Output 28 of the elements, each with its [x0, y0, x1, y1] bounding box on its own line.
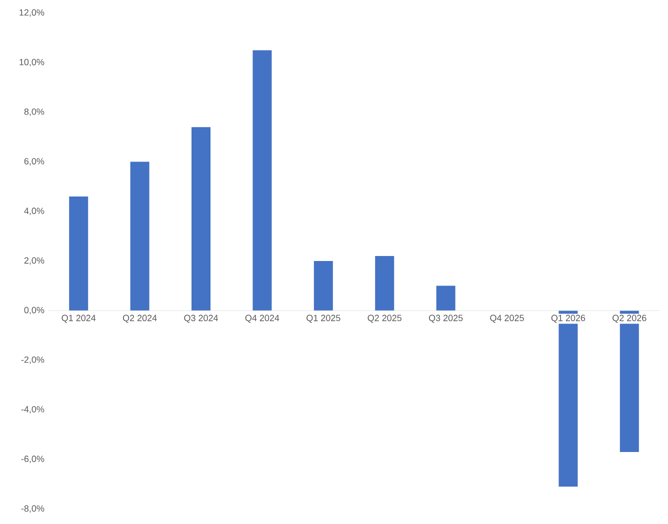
bar: [436, 286, 456, 311]
y-tick-label: 6,0%: [24, 158, 44, 166]
y-tick-label: -6,0%: [21, 456, 44, 464]
bar: [192, 127, 211, 311]
x-tick-label: Q1 2024: [62, 314, 96, 323]
x-tick-label: Q2 2025: [368, 314, 402, 323]
x-tick-label: Q4 2025: [490, 314, 524, 323]
y-tick-label: 8,0%: [24, 108, 44, 116]
x-tick-label: Q3 2025: [428, 314, 463, 323]
y-tick-label: 10,0%: [20, 58, 44, 66]
bar: [314, 260, 333, 311]
y-tick-label: -4,0%: [21, 406, 44, 414]
y-tick-label: 4,0%: [24, 208, 44, 216]
y-tick-label: 2,0%: [24, 257, 44, 265]
y-tick-label: 12,0%: [20, 9, 44, 17]
bar: [130, 162, 150, 311]
x-tick-label: Q3 2024: [184, 314, 218, 323]
x-tick-label: Q4 2024: [245, 314, 280, 323]
y-tick-label: -2,0%: [21, 356, 44, 364]
bar: [69, 196, 88, 311]
x-tick-label: Q1 2025: [306, 314, 340, 323]
bar: [252, 50, 272, 311]
y-tick-label: -8,0%: [21, 505, 44, 513]
x-tick-label: Q2 2024: [122, 314, 157, 323]
x-tick-label: Q2 2026: [612, 314, 646, 323]
bar: [375, 256, 394, 311]
x-tick-label: Q1 2026: [551, 314, 586, 323]
y-tick-label: 0,0%: [24, 306, 44, 314]
